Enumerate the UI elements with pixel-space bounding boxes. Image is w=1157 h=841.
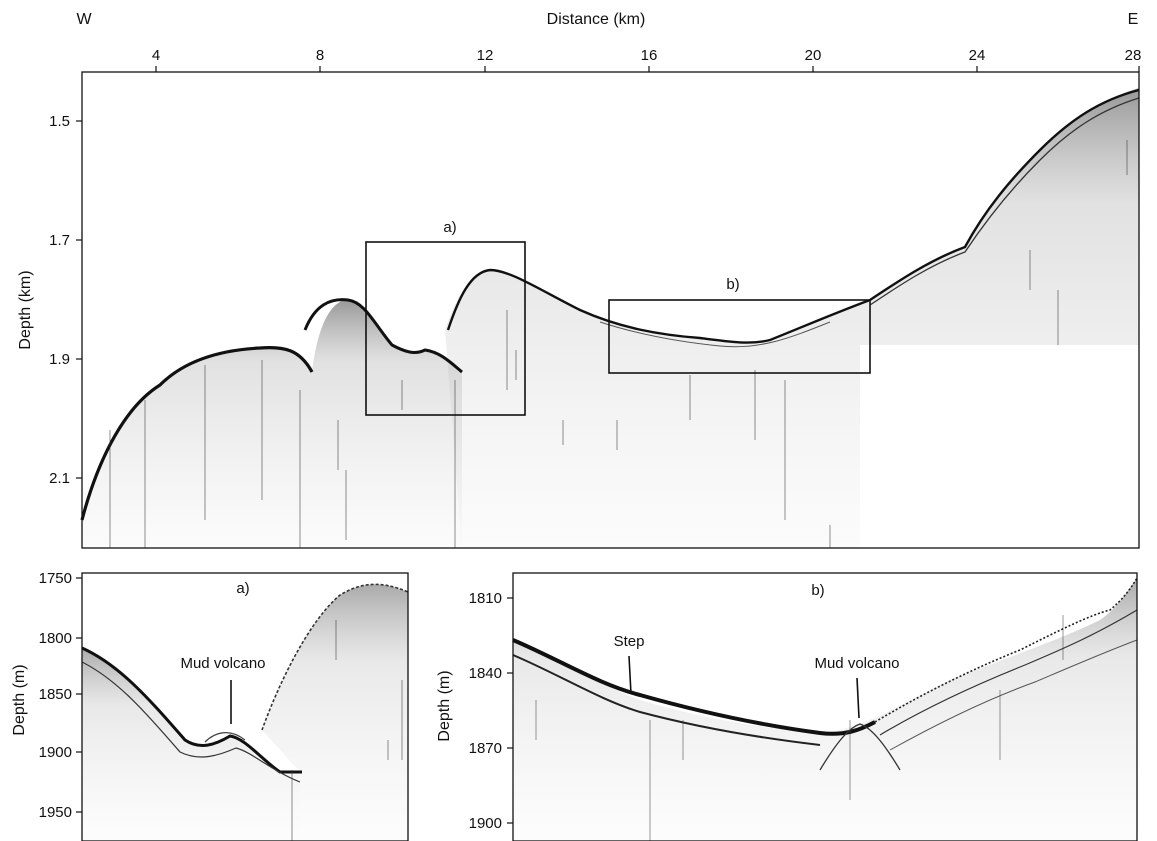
y-tick-label: 1.5 <box>49 113 70 130</box>
x-tick-label: 12 <box>477 47 494 64</box>
x-tick-label: 16 <box>641 47 658 64</box>
y-tick-label: 1850 <box>39 686 72 703</box>
seafloor-reflector <box>261 583 409 731</box>
inset-b-frame <box>512 572 1138 841</box>
seafloor-reflector <box>874 577 1138 723</box>
subsurface-backscatter <box>82 299 462 548</box>
y-tick-label: 1950 <box>39 804 72 821</box>
main-frame <box>81 71 1140 549</box>
inset-a-section <box>81 583 409 841</box>
y-tick-label: 1810 <box>469 590 502 607</box>
seafloor-reflector <box>512 638 876 736</box>
subsurface-backscatter <box>262 584 408 841</box>
inset-b-label: b) <box>811 582 824 599</box>
inset-a-y-axis-title: Depth (m) <box>11 664 28 735</box>
y-tick-label: 1900 <box>469 815 502 832</box>
box-a <box>365 241 526 416</box>
west-label: W <box>76 11 92 28</box>
subsurface-backscatter <box>445 88 1139 548</box>
inset-a-frame <box>81 572 409 841</box>
trace-artefacts <box>291 620 403 841</box>
seafloor-reflector <box>80 345 314 521</box>
x-axis-title: Distance (km) <box>547 11 646 28</box>
y-ticks: 1.5 1.7 1.9 2.1 <box>49 113 82 487</box>
x-tick-label: 24 <box>969 47 986 64</box>
subbottom-reflector <box>81 661 301 783</box>
y-axis-title: Depth (km) <box>17 270 34 349</box>
inset-a-mud-volcano-label: Mud volcano <box>180 655 265 672</box>
x-ticks: 4 8 12 16 20 24 28 <box>152 47 1142 72</box>
subsurface-backscatter <box>513 578 1137 841</box>
x-tick-label: 4 <box>152 47 160 64</box>
y-tick-label: 1870 <box>469 740 502 757</box>
seafloor-reflector <box>303 298 463 374</box>
x-tick-label: 20 <box>805 47 822 64</box>
x-tick-label: 28 <box>1125 47 1142 64</box>
trace-artefacts <box>535 615 1064 841</box>
y-tick-label: 1900 <box>39 744 72 761</box>
box-a-label: a) <box>443 219 456 236</box>
subbottom-reflector <box>889 639 1138 751</box>
seafloor-reflector <box>446 88 1140 344</box>
seismic-section <box>80 88 1140 548</box>
inset-b-mud-volcano-pointer <box>856 677 860 719</box>
subbottom-reflector <box>599 321 831 348</box>
mud-volcano-cone <box>819 723 901 771</box>
inset-a-label: a) <box>236 580 249 597</box>
main-profile: W E Distance (km) Depth (km) 4 8 12 16 2… <box>17 11 1142 549</box>
subbottom-reflector <box>512 654 821 746</box>
y-tick-label: 1750 <box>39 570 72 587</box>
east-label: E <box>1128 11 1139 28</box>
x-tick-label: 8 <box>316 47 324 64</box>
y-tick-label: 1800 <box>39 630 72 647</box>
inset-b-y-ticks: 1810 1840 1870 1900 <box>469 590 513 832</box>
y-tick-label: 1.9 <box>49 351 70 368</box>
trace-artefacts <box>109 140 1128 548</box>
y-tick-label: 2.1 <box>49 470 70 487</box>
box-b-label: b) <box>726 276 739 293</box>
subbottom-reflector <box>869 97 1140 306</box>
inset-b-step-pointer <box>628 655 632 695</box>
seafloor-reflector <box>81 646 302 774</box>
inset-b-section <box>512 577 1138 841</box>
inset-b-y-axis-title: Depth (m) <box>436 670 453 741</box>
y-tick-label: 1840 <box>469 665 502 682</box>
y-tick-label: 1.7 <box>49 232 70 249</box>
subbottom-reflector <box>879 609 1138 736</box>
inset-a-y-ticks: 1750 1800 1850 1900 1950 <box>39 570 82 821</box>
inset-b: Depth (m) 1810 1840 1870 1900 <box>436 572 1138 841</box>
box-b <box>608 299 871 374</box>
mud-volcano-dome <box>204 732 246 743</box>
inset-b-step-label: Step <box>614 633 645 650</box>
inset-a: Depth (m) 1750 1800 1850 1900 1950 <box>11 570 409 841</box>
inset-b-mud-volcano-label: Mud volcano <box>814 655 899 672</box>
